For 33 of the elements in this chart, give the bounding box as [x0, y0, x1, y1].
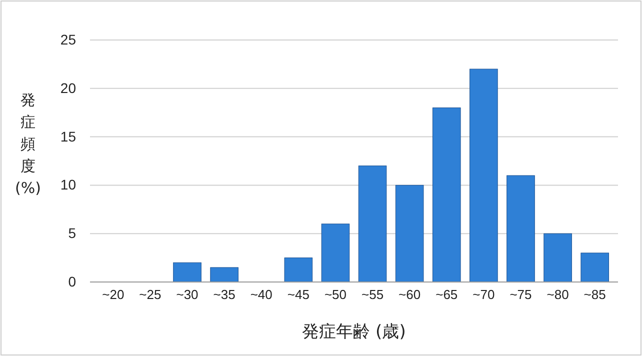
bar: [173, 262, 202, 282]
x-tick-label: ~55: [361, 287, 384, 302]
x-tick-label: ~35: [213, 287, 236, 302]
bar: [432, 108, 461, 282]
bar: [470, 68, 498, 282]
x-tick-label: ~75: [510, 287, 532, 302]
x-tick-label: ~70: [472, 287, 495, 302]
y-axis-title: 発症頻度(%): [15, 91, 41, 197]
y-tick-label: 0: [68, 273, 76, 290]
y-tick-label: 25: [60, 31, 76, 48]
x-tick-label: ~65: [436, 287, 458, 302]
x-tick-label: ~50: [324, 287, 347, 302]
bar: [580, 252, 609, 282]
x-axis-title: 発症年齢 (歳): [302, 322, 406, 342]
bar: [358, 166, 387, 282]
bar: [321, 224, 350, 282]
x-tick-label: ~40: [250, 287, 272, 302]
bar: [506, 175, 535, 282]
bar: [284, 258, 313, 282]
x-tick-label: ~80: [546, 287, 569, 302]
x-tick-label: ~60: [398, 287, 421, 302]
x-tick-label: ~45: [287, 287, 310, 302]
x-tick-label: ~25: [139, 287, 162, 302]
x-tick-label: ~85: [584, 287, 606, 302]
y-tick-label: 15: [60, 128, 76, 144]
bar: [395, 184, 424, 282]
x-tick-label: ~30: [176, 287, 198, 302]
y-tick-label: 20: [60, 80, 76, 96]
bar: [544, 233, 572, 282]
y-tick-label: 10: [60, 176, 76, 193]
bar: [210, 267, 238, 282]
x-tick-label: ~20: [102, 287, 124, 302]
y-tick-label: 5: [68, 225, 76, 242]
